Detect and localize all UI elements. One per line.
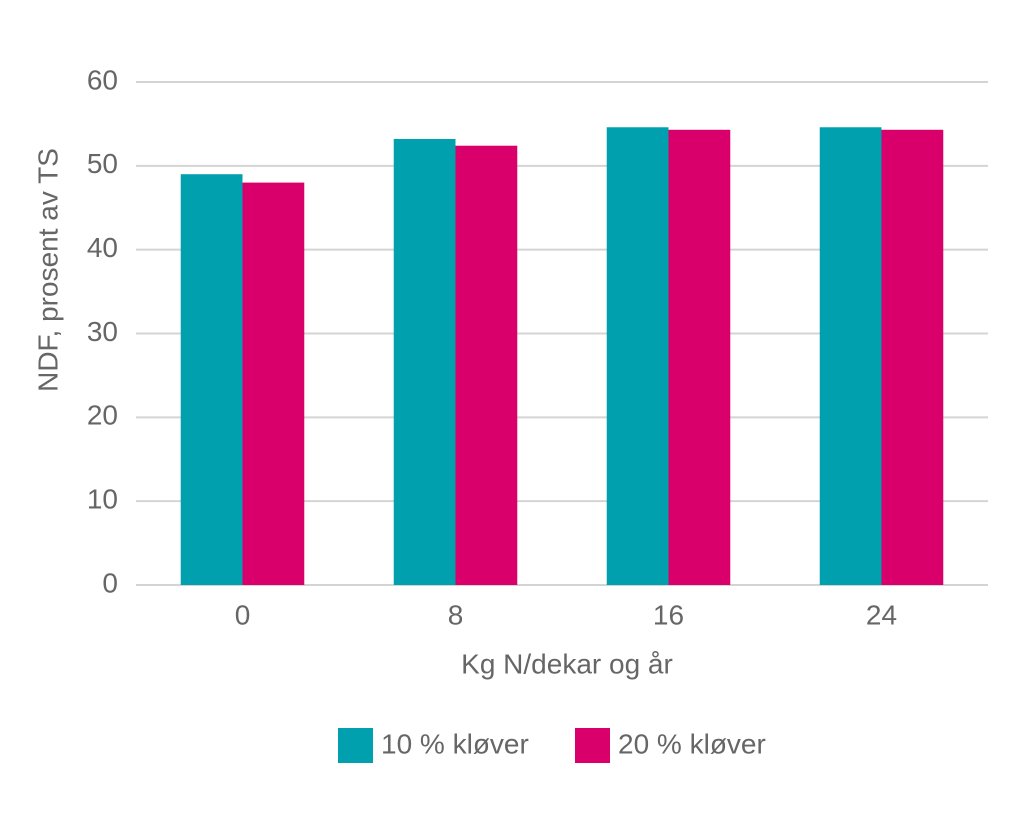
y-tick-label: 50 <box>87 148 118 179</box>
y-axis-title: NDF, prosent av TS <box>32 148 63 392</box>
y-tick-label: 0 <box>102 567 118 598</box>
x-tick-label: 8 <box>448 599 464 630</box>
x-tick-label: 16 <box>653 599 684 630</box>
bar <box>180 174 243 585</box>
y-tick-label: 60 <box>87 64 118 95</box>
bar <box>393 139 456 586</box>
x-tick-label: 0 <box>235 599 251 630</box>
y-tick-label: 30 <box>87 316 118 347</box>
legend-label: 20 % kløver <box>618 728 766 759</box>
bar <box>881 129 944 585</box>
bar <box>668 129 731 585</box>
bar <box>455 145 518 586</box>
y-tick-label: 10 <box>87 484 118 515</box>
legend-label: 10 % kløver <box>381 728 529 759</box>
x-axis-title: Kg N/dekar og år <box>461 648 673 679</box>
legend-swatch <box>575 728 610 763</box>
x-tick-label: 24 <box>866 599 897 630</box>
bar <box>819 127 882 586</box>
y-tick-label: 40 <box>87 232 118 263</box>
y-tick-label: 20 <box>87 400 118 431</box>
bar <box>606 127 669 586</box>
bar <box>242 182 305 585</box>
legend-swatch <box>338 728 373 763</box>
